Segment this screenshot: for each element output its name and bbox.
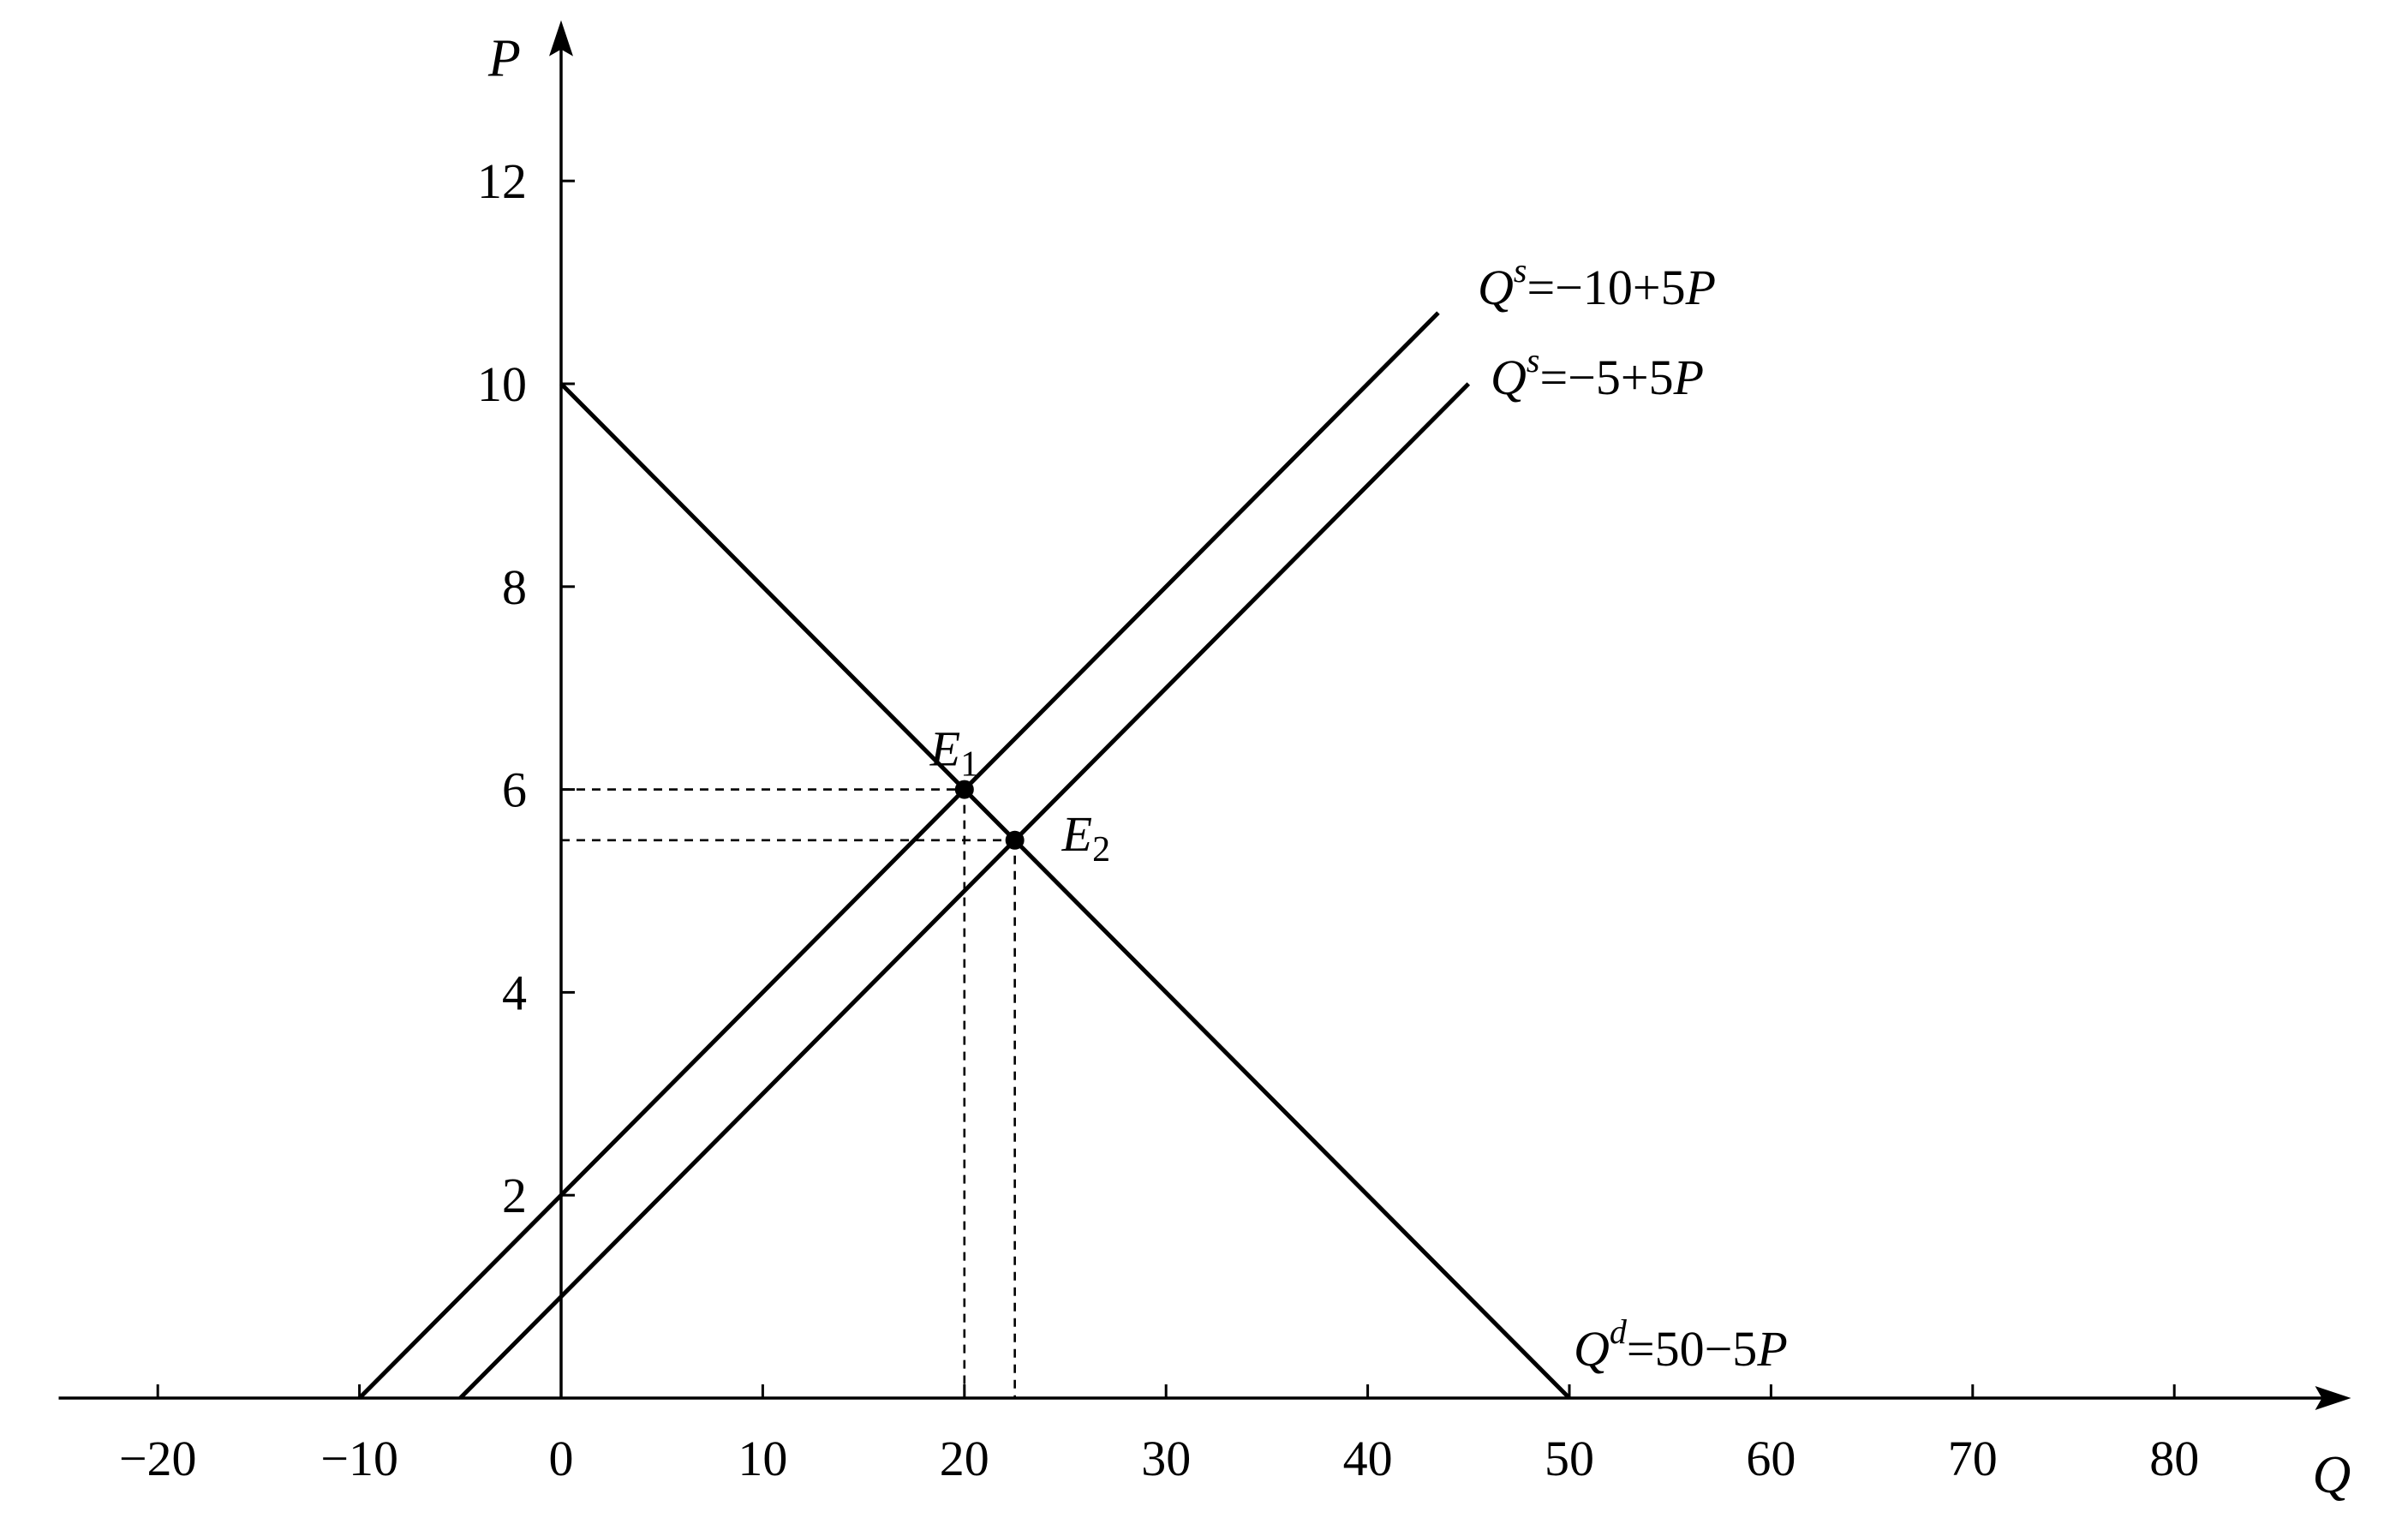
- x-tick-label: 10: [738, 1431, 787, 1486]
- y-tick-label: 6: [502, 762, 527, 818]
- equilibrium-points: E1 E2: [929, 721, 1110, 870]
- supply-curve-2: [458, 382, 1471, 1400]
- x-tick-label: 50: [1545, 1431, 1594, 1486]
- curve-equation-label: Qd=50−5P: [1574, 1312, 1788, 1377]
- y-axis-label: P: [487, 30, 521, 88]
- x-tick-label: −20: [119, 1431, 197, 1486]
- curve-labels: Qd=50−5P Qs=−10+5P Qs=−5+5P: [1478, 251, 1788, 1377]
- x-tick-label: 80: [2149, 1431, 2199, 1486]
- x-tick-label: 0: [549, 1431, 574, 1486]
- curves: [357, 311, 1571, 1400]
- x-axis-arrowhead: [2315, 1386, 2351, 1410]
- equilibrium-point: [1005, 830, 1025, 850]
- y-tick-label: 4: [502, 965, 527, 1020]
- x-tick-label: 20: [940, 1431, 989, 1486]
- equilibrium-point-label: E1: [929, 721, 978, 785]
- x-tick-label: 70: [1948, 1431, 1998, 1486]
- y-tick-label: 8: [502, 559, 527, 615]
- y-tick-label: 2: [502, 1168, 527, 1223]
- y-tick-label: 12: [477, 153, 527, 209]
- equilibrium-point: [954, 780, 974, 799]
- guide-lines: [561, 788, 1016, 1398]
- equilibrium-point-label: E2: [1061, 806, 1110, 870]
- x-tick-label: 60: [1746, 1431, 1796, 1486]
- supply-curve-1: [357, 311, 1440, 1400]
- x-axis-label: Q: [2313, 1446, 2351, 1504]
- x-tick-label: −10: [320, 1431, 398, 1486]
- axes: Q P: [58, 20, 2351, 1504]
- y-tick-label: 10: [477, 356, 527, 412]
- y-axis-arrowhead: [549, 20, 573, 57]
- x-tick-label: 30: [1141, 1431, 1191, 1486]
- curve-equation-label: Qs=−5+5P: [1491, 341, 1704, 405]
- demand-curve: [559, 382, 1571, 1400]
- curve-equation-label: Qs=−10+5P: [1478, 251, 1716, 315]
- x-tick-label: 40: [1343, 1431, 1393, 1486]
- tick-group: −20 −10 0 10 20 30 40 50 60 70 80 2 4 6 8 10 12: [119, 153, 2199, 1486]
